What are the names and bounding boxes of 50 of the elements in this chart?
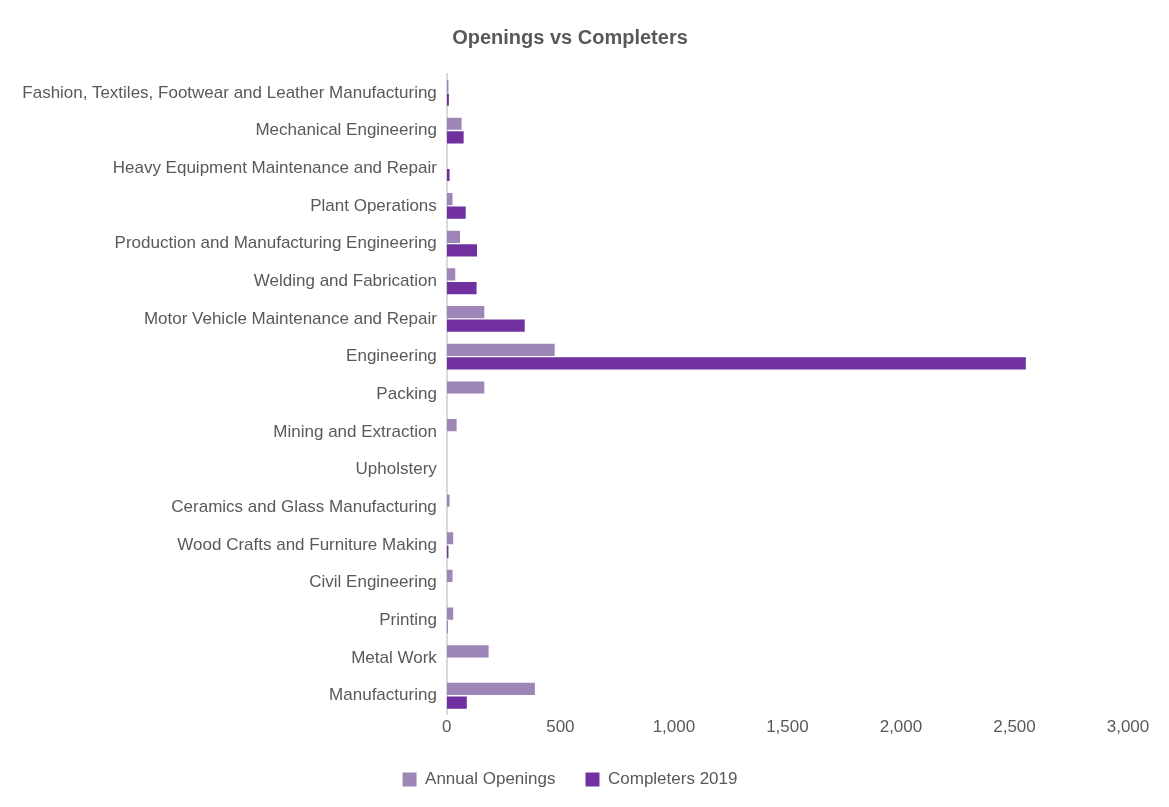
- bar: [446, 244, 478, 257]
- y-tick-label: Engineering: [346, 346, 437, 366]
- bar: [446, 682, 535, 696]
- bar: [446, 230, 461, 243]
- bar: [446, 268, 456, 281]
- bar: [446, 381, 485, 394]
- y-tick-label: Mechanical Engineering: [255, 120, 437, 140]
- x-tick-label: 2,000: [879, 717, 923, 737]
- y-tick-label: Motor Vehicle Maintenance and Repair: [143, 308, 438, 328]
- y-tick-label: Packing: [376, 383, 437, 403]
- bar: [446, 569, 453, 583]
- x-tick-label: 1,000: [652, 717, 696, 737]
- bar: [446, 93, 449, 106]
- x-tick-label: 2,500: [993, 717, 1036, 737]
- bar: [446, 532, 454, 545]
- bar: [446, 319, 525, 332]
- bar: [446, 696, 467, 709]
- bar: [446, 117, 462, 130]
- y-tick-label: Mining and Extraction: [273, 421, 437, 441]
- y-tick-label: Civil Engineering: [309, 572, 437, 592]
- x-tick-label: 0: [442, 717, 452, 737]
- x-tick-label: 3,000: [1106, 717, 1150, 737]
- y-tick-label: Heavy Equipment Maintenance and Repair: [112, 157, 438, 177]
- bar: [446, 645, 489, 658]
- bar: [446, 494, 450, 507]
- bar: [446, 168, 450, 182]
- bar: [446, 193, 453, 206]
- y-tick-label: Metal Work: [351, 647, 438, 667]
- y-tick-label: Plant Operations: [310, 195, 437, 215]
- bar: [446, 206, 466, 219]
- bar: [446, 281, 477, 295]
- y-tick-label: Welding and Fabrication: [253, 270, 437, 290]
- y-tick-label: Manufacturing: [329, 685, 437, 705]
- bar: [446, 419, 457, 432]
- legend-label: Annual Openings: [425, 769, 556, 789]
- y-tick-label: Upholstery: [355, 459, 438, 479]
- chart-title: Openings vs Completers: [452, 25, 688, 48]
- x-tick-label: 1,500: [766, 717, 809, 737]
- y-tick-label: Fashion, Textiles, Footwear and Leather Manufacturing: [22, 82, 437, 102]
- x-tick-label: 500: [546, 717, 575, 737]
- bar: [446, 607, 454, 620]
- bar: [446, 357, 1026, 370]
- y-tick-label: Printing: [379, 610, 437, 630]
- bar: [446, 131, 464, 144]
- legend-label: Completers 2019: [607, 769, 738, 789]
- y-tick-label: Production and Manufacturing Engineering: [114, 233, 437, 253]
- bar: [446, 306, 485, 319]
- bar: [446, 343, 555, 356]
- y-tick-label: Wood Crafts and Furniture Making: [177, 534, 437, 554]
- y-tick-label: Ceramics and Glass Manufacturing: [171, 497, 437, 517]
